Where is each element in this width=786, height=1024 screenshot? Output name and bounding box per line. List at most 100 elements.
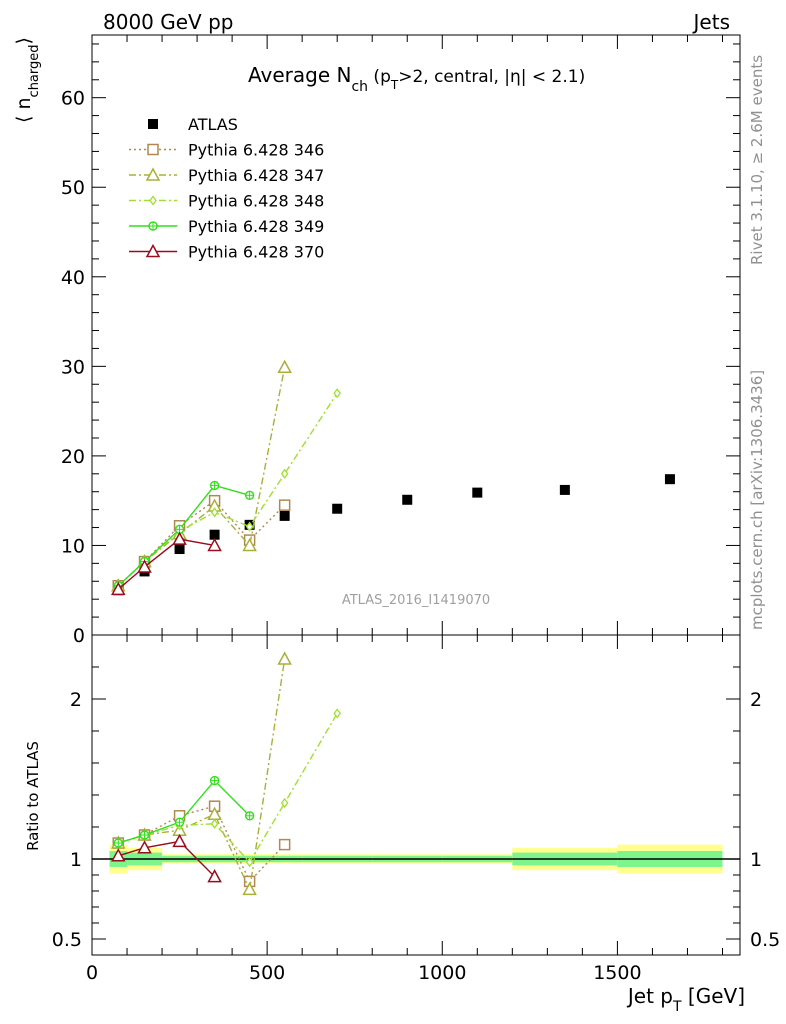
data-point xyxy=(137,559,152,573)
x-tick-label: 1000 xyxy=(418,962,466,984)
data-point xyxy=(278,499,291,511)
data-point xyxy=(209,529,220,540)
legend-marker xyxy=(148,119,158,129)
ratio-data-point xyxy=(277,651,292,665)
chart-title: Average Nch (pT>2, central, |η| < 2.1) xyxy=(248,63,585,95)
ratio-data-point xyxy=(209,775,220,786)
legend-item-p346: Pythia 6.428 346 xyxy=(129,141,324,160)
ratio-series xyxy=(111,651,342,896)
ratio-y-axis-label: Ratio to ATLAS xyxy=(24,741,42,851)
ratio-data-point xyxy=(210,818,219,829)
ratio-uncertainty-band xyxy=(92,844,740,874)
ratio-series-p348 xyxy=(114,708,342,868)
series-p370 xyxy=(111,531,222,596)
legend-label: Pythia 6.428 370 xyxy=(188,243,324,262)
legend-marker xyxy=(145,243,161,258)
ratio-data-point xyxy=(245,857,254,868)
y-tick-label: 40 xyxy=(61,267,85,289)
data-point xyxy=(244,490,255,500)
legend-item-p347: Pythia 6.428 347 xyxy=(129,166,324,185)
ratio-series-line xyxy=(118,805,286,883)
y-tick-label: 60 xyxy=(61,88,85,110)
mcplots-label: mcplots.cern.ch [arXiv:1306.3436] xyxy=(748,370,766,630)
data-point xyxy=(245,521,254,532)
ratio-data-point xyxy=(333,708,342,719)
legend-marker xyxy=(145,167,161,181)
ratio-series-p370 xyxy=(111,833,222,883)
legend-item-p348: Pythia 6.428 348 xyxy=(129,192,324,211)
x-tick-label: 500 xyxy=(249,962,285,984)
ratio-data-point xyxy=(207,869,222,883)
y-tick-label: 20 xyxy=(61,446,85,468)
ratio-panel: 0.5 0.5 1 1 2 2 0 500 1000 1500 Ratio to ATLAS Je… xyxy=(24,634,780,1015)
x-tick-label: 1500 xyxy=(593,962,641,984)
ratio-y-tick-label: 1 xyxy=(70,849,82,871)
ratio-data-point xyxy=(174,817,185,827)
y-tick-label: 50 xyxy=(61,177,85,199)
ratio-axis-ticks: 0.5 0.5 1 1 2 2 0 500 1000 1500 xyxy=(52,635,780,984)
legend: ATLAS Pythia 6.428 346 Pythia 6.428 347 Pyt… xyxy=(129,115,324,262)
ratio-series-line xyxy=(118,840,216,878)
ratio-series-p346 xyxy=(112,800,291,888)
data-point xyxy=(472,487,483,498)
data-point xyxy=(559,484,570,495)
legend-item-p370: Pythia 6.428 370 xyxy=(129,243,324,262)
main-axis-ticks: 0 10 20 30 40 50 60 xyxy=(61,35,740,647)
y-tick-label: 0 xyxy=(73,625,85,647)
ratio-data-point xyxy=(172,833,187,848)
ratio-y-tick-label-right: 2 xyxy=(750,689,762,711)
y-tick-label: 10 xyxy=(61,535,85,557)
data-point xyxy=(333,388,342,399)
legend-marker xyxy=(148,221,158,231)
y-tick-label: 30 xyxy=(61,356,85,378)
legend-label: Pythia 6.428 349 xyxy=(188,217,324,236)
main-panel: 0 10 20 30 40 50 60 Average Nch (pT>2, central… xyxy=(13,34,741,647)
data-point xyxy=(209,480,220,491)
ratio-y-tick-label: 0.5 xyxy=(52,929,82,951)
analysis-tag: ATLAS_2016_I1419070 xyxy=(342,593,490,608)
ratio-data-point xyxy=(242,881,257,896)
x-axis-label: Jet pT [GeV] xyxy=(626,984,745,1015)
data-point xyxy=(280,468,289,479)
data-point xyxy=(207,537,222,552)
series-atlas xyxy=(113,474,675,596)
header-right: Jets xyxy=(692,10,730,34)
rivet-version-label: Rivet 3.1.10, ≥ 2.6M events xyxy=(748,55,766,265)
legend-label: Pythia 6.428 347 xyxy=(188,166,324,185)
ratio-data-point xyxy=(278,838,291,851)
data-point xyxy=(210,507,219,518)
legend-label: Pythia 6.428 346 xyxy=(188,141,324,160)
y-axis-label: ⟨ ncharged⟩ xyxy=(13,37,42,123)
data-point xyxy=(174,544,185,555)
main-series xyxy=(111,359,675,596)
series-line xyxy=(117,367,286,587)
data-point xyxy=(279,510,290,521)
legend-label: ATLAS xyxy=(188,115,238,134)
data-point xyxy=(111,581,126,596)
header-left: 8000 GeV pp xyxy=(103,10,234,34)
x-tick-label: 0 xyxy=(86,962,98,984)
ratio-data-point xyxy=(113,838,123,848)
legend-marker xyxy=(149,195,157,206)
data-point xyxy=(664,474,675,485)
ratio-data-point xyxy=(111,848,126,862)
data-point xyxy=(172,531,187,545)
ratio-series-p349 xyxy=(113,775,255,848)
ratio-data-point xyxy=(280,797,289,809)
legend-item-p349: Pythia 6.428 349 xyxy=(129,217,324,236)
ratio-y-tick-label: 2 xyxy=(70,689,82,711)
data-point xyxy=(242,537,257,552)
data-point xyxy=(402,494,413,505)
legend-marker xyxy=(147,143,159,156)
data-point xyxy=(332,503,343,514)
ratio-y-tick-label-right: 0.5 xyxy=(750,929,780,951)
ratio-data-point xyxy=(137,840,152,854)
ratio-plot-frame xyxy=(91,634,741,956)
series-line xyxy=(117,538,215,590)
data-point xyxy=(277,359,292,373)
legend-label: Pythia 6.428 348 xyxy=(188,192,324,211)
legend-item-atlas: ATLAS xyxy=(148,115,238,134)
ratio-data-point xyxy=(244,811,255,821)
ratio-data-point xyxy=(139,830,150,840)
